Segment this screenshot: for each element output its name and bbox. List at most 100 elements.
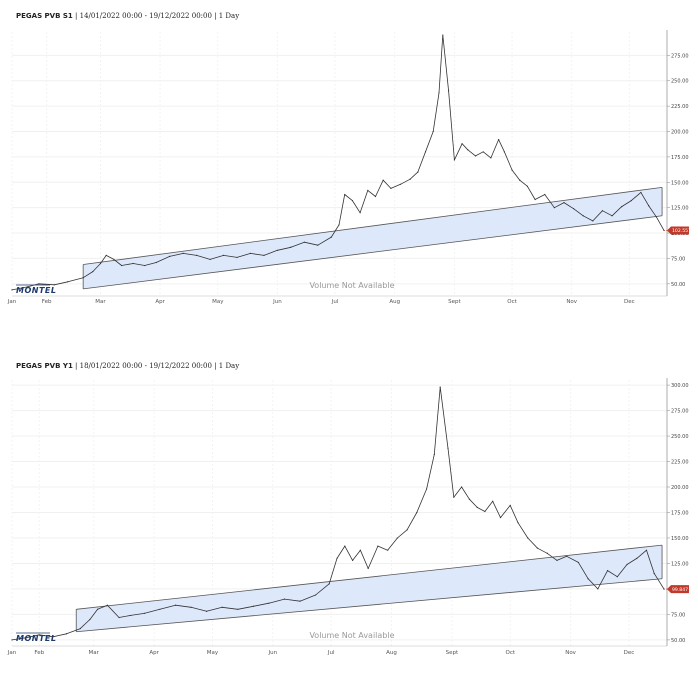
data-point — [67, 281, 69, 283]
data-point — [597, 588, 599, 590]
data-point — [303, 241, 305, 243]
data-point — [390, 187, 392, 189]
data-point — [11, 639, 13, 641]
data-point — [630, 199, 632, 202]
x-tick-label: Sept — [446, 650, 459, 656]
data-point — [453, 496, 455, 498]
data-point — [556, 559, 558, 561]
x-tick-label: Jul — [331, 299, 339, 305]
chart-title: PEGAS PVB Y1 | 18/01/2022 00:00 - 19/12/… — [16, 362, 240, 370]
y-tick-label: 150.00 — [671, 180, 689, 186]
x-tick-label: Jul — [327, 650, 335, 656]
volume-watermark: Volume Not Available — [309, 631, 394, 640]
data-point — [38, 283, 40, 285]
y-tick-label: 200.00 — [671, 130, 689, 136]
data-point — [425, 488, 428, 490]
data-point — [592, 220, 594, 222]
data-point — [328, 583, 330, 585]
last-value-badge — [667, 585, 689, 594]
data-point — [252, 605, 254, 607]
data-point — [474, 155, 477, 157]
data-point — [406, 529, 408, 531]
y-tick-label: 225.00 — [671, 104, 689, 110]
data-point — [11, 289, 13, 291]
price-series-line — [11, 386, 665, 641]
data-point — [130, 614, 132, 617]
data-point — [377, 545, 379, 547]
data-point — [89, 618, 91, 621]
data-point — [105, 254, 107, 256]
chart-y1: Volume Not Available50.0075.00100.00125.… — [7, 378, 689, 656]
x-tick-label: Oct — [507, 299, 517, 305]
interval: 1 Day — [218, 12, 240, 20]
data-point — [640, 191, 642, 194]
data-point — [503, 151, 505, 153]
data-point — [159, 608, 161, 610]
x-tick-label: May — [207, 650, 219, 656]
data-point — [553, 207, 555, 209]
data-point — [155, 261, 157, 264]
data-point — [519, 179, 521, 181]
data-point — [144, 264, 146, 267]
data-point — [169, 255, 171, 257]
data-point — [106, 604, 108, 606]
y-tick-label: 175.00 — [671, 155, 689, 161]
data-point — [566, 555, 568, 557]
data-point — [499, 516, 502, 519]
data-point — [121, 264, 123, 267]
data-point — [26, 286, 28, 288]
x-tick-label: Feb — [42, 299, 52, 305]
data-point — [174, 604, 177, 606]
data-point — [283, 598, 286, 600]
data-point — [382, 179, 384, 181]
data-point — [359, 212, 361, 214]
data-point — [616, 576, 618, 578]
data-point — [367, 567, 369, 570]
data-point — [438, 92, 440, 94]
x-tick-label: Jun — [272, 299, 282, 305]
data-point — [367, 189, 369, 191]
data-point — [65, 633, 68, 635]
date-range: 18/01/2022 00:00 - 19/12/2022 00:00 — [79, 362, 212, 370]
x-tick-label: Feb — [34, 650, 44, 656]
data-point — [399, 183, 402, 185]
data-point — [492, 500, 494, 502]
data-point — [118, 616, 120, 619]
interval: 1 Day — [218, 362, 240, 370]
data-point — [536, 547, 539, 549]
x-tick-label: Mar — [95, 299, 106, 305]
x-tick-label: Nov — [566, 299, 577, 305]
trend-channel-band — [76, 545, 663, 632]
data-point — [409, 178, 411, 180]
data-point — [447, 447, 449, 449]
data-point — [387, 549, 389, 551]
data-point — [351, 559, 354, 561]
data-point — [374, 195, 377, 198]
data-point — [476, 506, 478, 508]
trend-channel-upper — [83, 186, 663, 265]
data-point — [601, 210, 604, 212]
data-point — [611, 215, 613, 217]
data-point — [263, 254, 265, 256]
data-point — [606, 569, 609, 572]
data-point — [290, 246, 292, 248]
data-point — [182, 252, 184, 254]
data-point — [221, 606, 223, 608]
data-point — [190, 606, 192, 608]
y-tick-label: 125.00 — [671, 561, 689, 567]
data-point — [132, 262, 134, 265]
data-point — [467, 149, 469, 151]
data-point — [236, 256, 238, 259]
y-tick-label: 200.00 — [671, 485, 689, 491]
data-point — [655, 216, 657, 218]
data-point — [424, 151, 427, 153]
data-point — [460, 486, 463, 488]
montel-logo: MONTEL — [16, 634, 56, 643]
trend-channel-lower — [76, 578, 663, 633]
data-point — [359, 549, 361, 551]
trend-channel-upper — [76, 544, 663, 610]
y-tick-label: 50.00 — [671, 638, 685, 644]
data-point — [587, 578, 589, 580]
data-point — [92, 271, 94, 273]
y-tick-label: 275.00 — [671, 53, 689, 59]
